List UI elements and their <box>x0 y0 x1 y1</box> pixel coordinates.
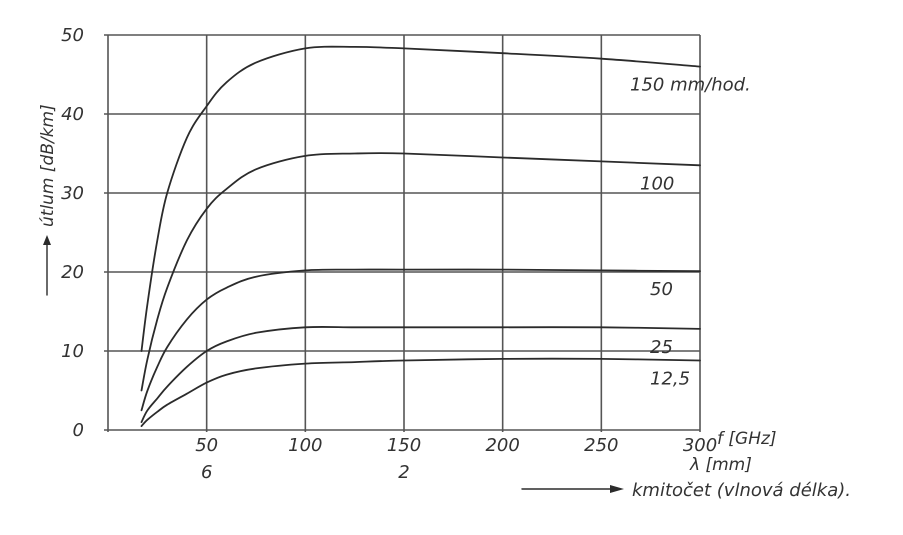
x-axis-label-secondary: λ [mm] <box>689 455 752 475</box>
x-tick-label: 200 <box>485 435 519 456</box>
x-tick-label: 100 <box>288 435 322 456</box>
x-tick-labels: 50 100 150 200 250 300 <box>195 435 717 456</box>
series-labels: 150 mm/hod. 100 50 25 12,5 <box>630 75 751 390</box>
series-label-0: 150 mm/hod. <box>630 75 751 96</box>
series-line-3 <box>140 326 701 423</box>
y-tick-label: 30 <box>61 183 84 204</box>
series-line-1 <box>140 152 701 392</box>
series-line-0 <box>140 45 701 352</box>
grid <box>104 34 701 432</box>
series-line-4 <box>140 357 701 427</box>
y-tick-label: 20 <box>61 262 84 283</box>
x-tick-label: 300 <box>683 435 717 456</box>
series-label-3: 25 <box>650 337 673 358</box>
y-axis-label-group: útlum [dB/km] <box>38 104 58 296</box>
x-secondary-tick-label: 2 <box>398 462 409 483</box>
y-tick-labels: 0 10 20 30 40 50 <box>61 25 84 441</box>
y-tick-label: 50 <box>61 25 84 46</box>
x-secondary-tick-label: 6 <box>201 462 212 483</box>
x-tick-label: 250 <box>584 435 618 456</box>
series-label-4: 12,5 <box>650 368 690 389</box>
series-lines <box>140 45 701 427</box>
x-tick-label: 150 <box>387 435 421 456</box>
series-line-2 <box>140 268 701 412</box>
y-tick-label: 40 <box>61 104 84 125</box>
y-tick-label: 0 <box>73 420 84 441</box>
series-label-2: 50 <box>650 279 673 300</box>
series-label-1: 100 <box>640 173 674 194</box>
y-axis-label: útlum [dB/km] <box>38 104 58 227</box>
x-axis-caption: kmitočet (vlnová délka). <box>632 480 851 501</box>
x-axis-label: f [GHz] <box>717 429 777 449</box>
x-tick-label: 50 <box>195 435 218 456</box>
x-axis-caption-group: kmitočet (vlnová délka). <box>521 480 851 501</box>
y-tick-label: 10 <box>61 341 84 362</box>
